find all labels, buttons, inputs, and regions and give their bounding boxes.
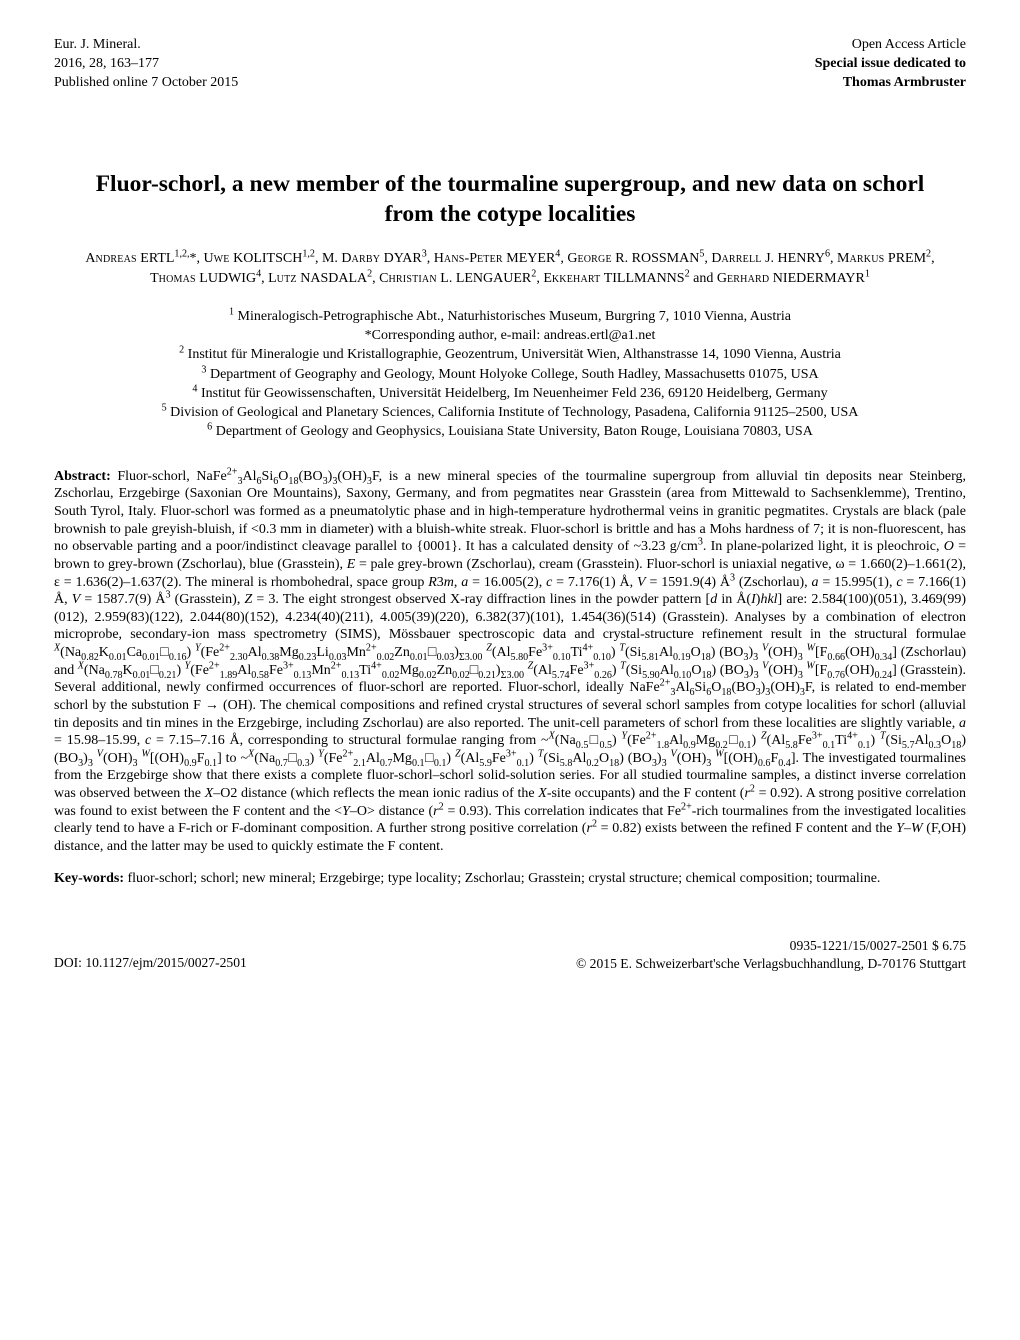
authors-list: Andreas ERTL1,2,*, Uwe KOLITSCH1,2, M. D… <box>54 249 966 289</box>
header-left: Eur. J. Mineral. 2016, 28, 163–177 Publi… <box>54 36 238 93</box>
article-title: Fluor-schorl, a new member of the tourma… <box>54 169 966 229</box>
footer-right: 0935-1221/15/0027-2501 $ 6.75 © 2015 E. … <box>576 937 966 972</box>
keywords-text: fluor-schorl; schorl; new mineral; Erzge… <box>128 871 881 886</box>
open-access-label: Open Access Article <box>815 36 966 55</box>
page-header: Eur. J. Mineral. 2016, 28, 163–177 Publi… <box>54 36 966 93</box>
abstract-block: Abstract: Fluor-schorl, NaFe2+3Al6Si6O18… <box>54 468 966 856</box>
special-issue-line1: Special issue dedicated to <box>815 55 966 74</box>
copyright-line: © 2015 E. Schweizerbart'sche Verlagsbuch… <box>576 955 966 972</box>
journal-issue: 2016, 28, 163–177 <box>54 55 238 74</box>
keywords-block: Key-words: fluor-schorl; schorl; new min… <box>54 870 966 888</box>
header-right: Open Access Article Special issue dedica… <box>815 36 966 93</box>
journal-title: Eur. J. Mineral. <box>54 36 238 55</box>
special-issue-line2: Thomas Armbruster <box>815 74 966 93</box>
doi: DOI: 10.1127/ejm/2015/0027-2501 <box>54 954 247 972</box>
affiliations: 1 Mineralogisch-Petrographische Abt., Na… <box>54 307 966 442</box>
publish-date: Published online 7 October 2015 <box>54 74 238 93</box>
page-footer: DOI: 10.1127/ejm/2015/0027-2501 0935-122… <box>54 937 966 972</box>
price-line: 0935-1221/15/0027-2501 $ 6.75 <box>576 937 966 954</box>
abstract-label: Abstract: <box>54 469 111 484</box>
keywords-label: Key-words: <box>54 871 124 886</box>
abstract-text: Fluor-schorl, NaFe2+3Al6Si6O18(BO3)3(OH)… <box>54 469 966 854</box>
